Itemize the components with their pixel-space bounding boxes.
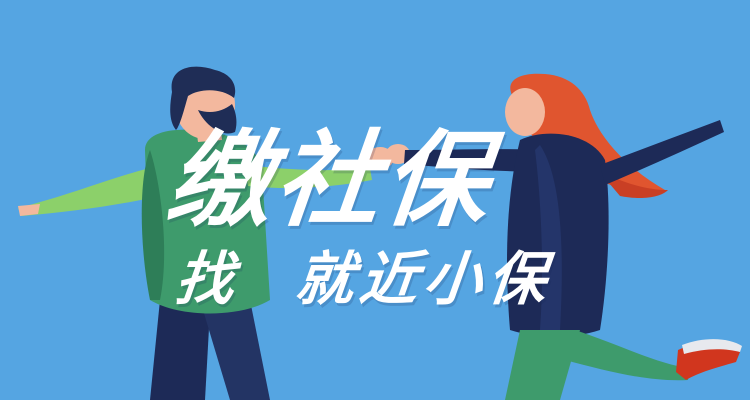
fist-bump: [366, 144, 410, 169]
tagline-brand: 就近小保: [292, 245, 556, 313]
tagline-find: 找: [172, 245, 238, 313]
man-figure: [18, 66, 372, 400]
headline-text: 缴社保: [161, 119, 499, 241]
woman-figure: [404, 73, 742, 400]
